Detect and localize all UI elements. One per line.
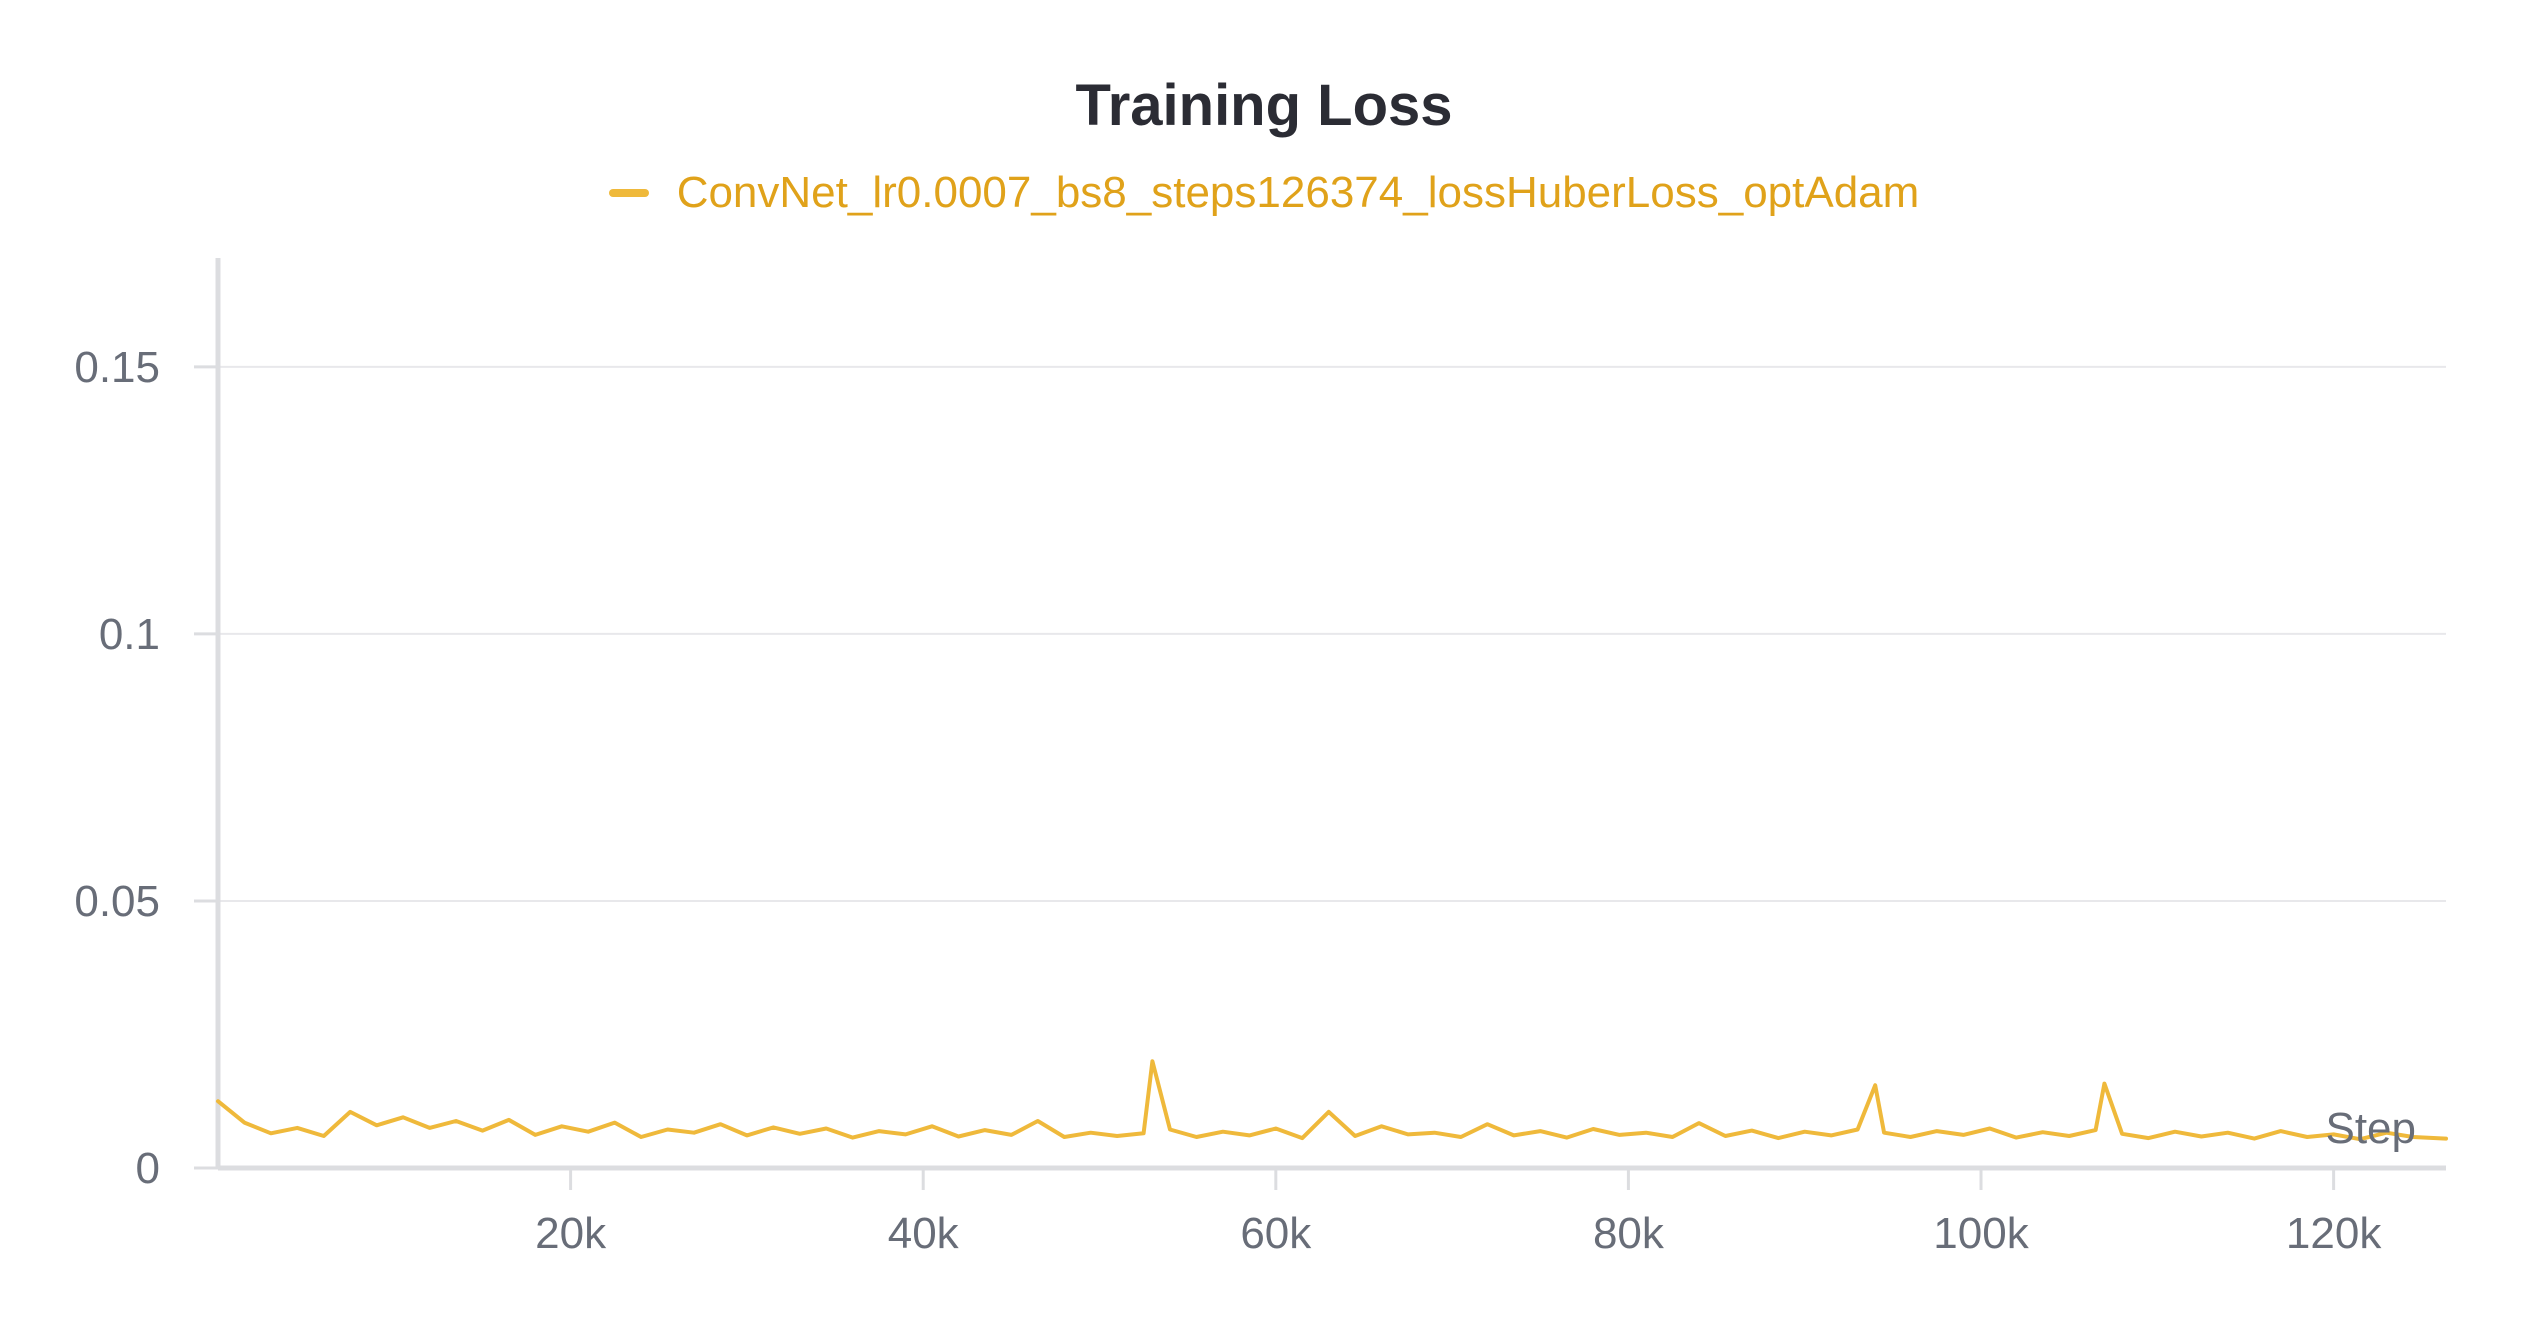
legend-swatch <box>608 189 649 197</box>
legend-label[interactable]: ConvNet_lr0.0007_bs8_steps126374_lossHub… <box>676 168 1920 217</box>
series-layer <box>216 1059 2448 1142</box>
axis-layer <box>194 258 2446 1190</box>
x-tick-label: 100k <box>1933 1209 2029 1258</box>
grid-layer <box>218 365 2446 902</box>
y-tick-label: 0 <box>136 1144 160 1193</box>
legend: ConvNet_lr0.0007_bs8_steps126374_lossHub… <box>0 168 2528 218</box>
x-tick-label: 120k <box>2286 1209 2382 1258</box>
y-tick-label: 0.1 <box>99 610 160 659</box>
series-line[interactable] <box>216 1059 2448 1142</box>
x-tick-label: 20k <box>535 1209 607 1258</box>
x-tick-label: 40k <box>888 1209 960 1258</box>
x-tick-label: 80k <box>1593 1209 1665 1258</box>
tick-layer: 0 0.05 0.1 0.15 20k 40k 60k 80k 100k 120k <box>74 343 2382 1258</box>
chart-title: Training Loss <box>1075 73 1453 138</box>
y-tick-label: 0.05 <box>74 877 160 926</box>
x-axis-label: Step <box>2325 1104 2416 1153</box>
y-tick-label: 0.15 <box>74 343 160 392</box>
x-tick-label: 60k <box>1240 1209 1312 1258</box>
